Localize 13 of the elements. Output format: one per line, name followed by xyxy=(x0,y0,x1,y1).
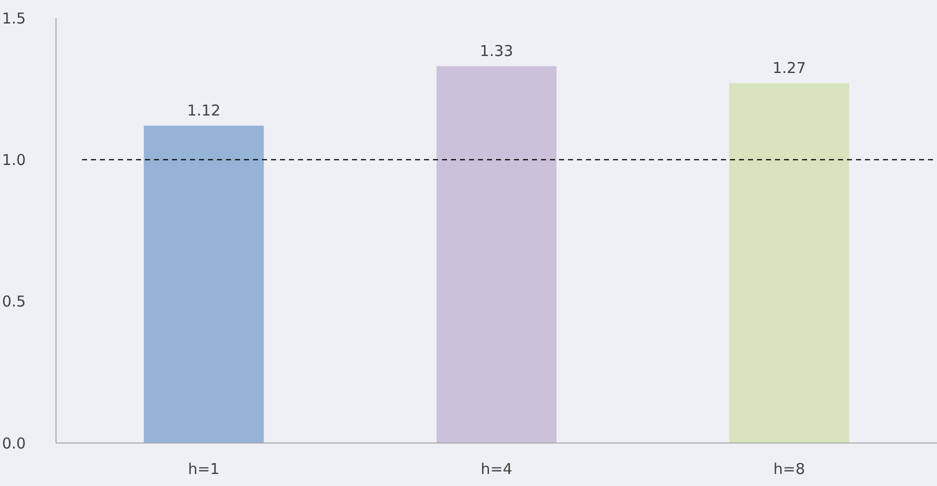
bar xyxy=(729,83,850,443)
x-tick-label: h=8 xyxy=(773,460,806,478)
data-label: 1.27 xyxy=(772,59,806,78)
y-tick-label: 1.0 xyxy=(2,150,26,169)
bar xyxy=(144,126,264,443)
y-tick-label: 0.0 xyxy=(2,434,26,452)
data-label: 1.33 xyxy=(480,42,514,60)
y-tick-label: 1.5 xyxy=(2,9,26,28)
data-label: 1.12 xyxy=(187,102,221,120)
x-tick-label: h=4 xyxy=(480,460,512,478)
x-tick-label: h=1 xyxy=(188,460,220,478)
y-tick-label: 0.5 xyxy=(2,292,26,311)
bar xyxy=(436,66,556,443)
